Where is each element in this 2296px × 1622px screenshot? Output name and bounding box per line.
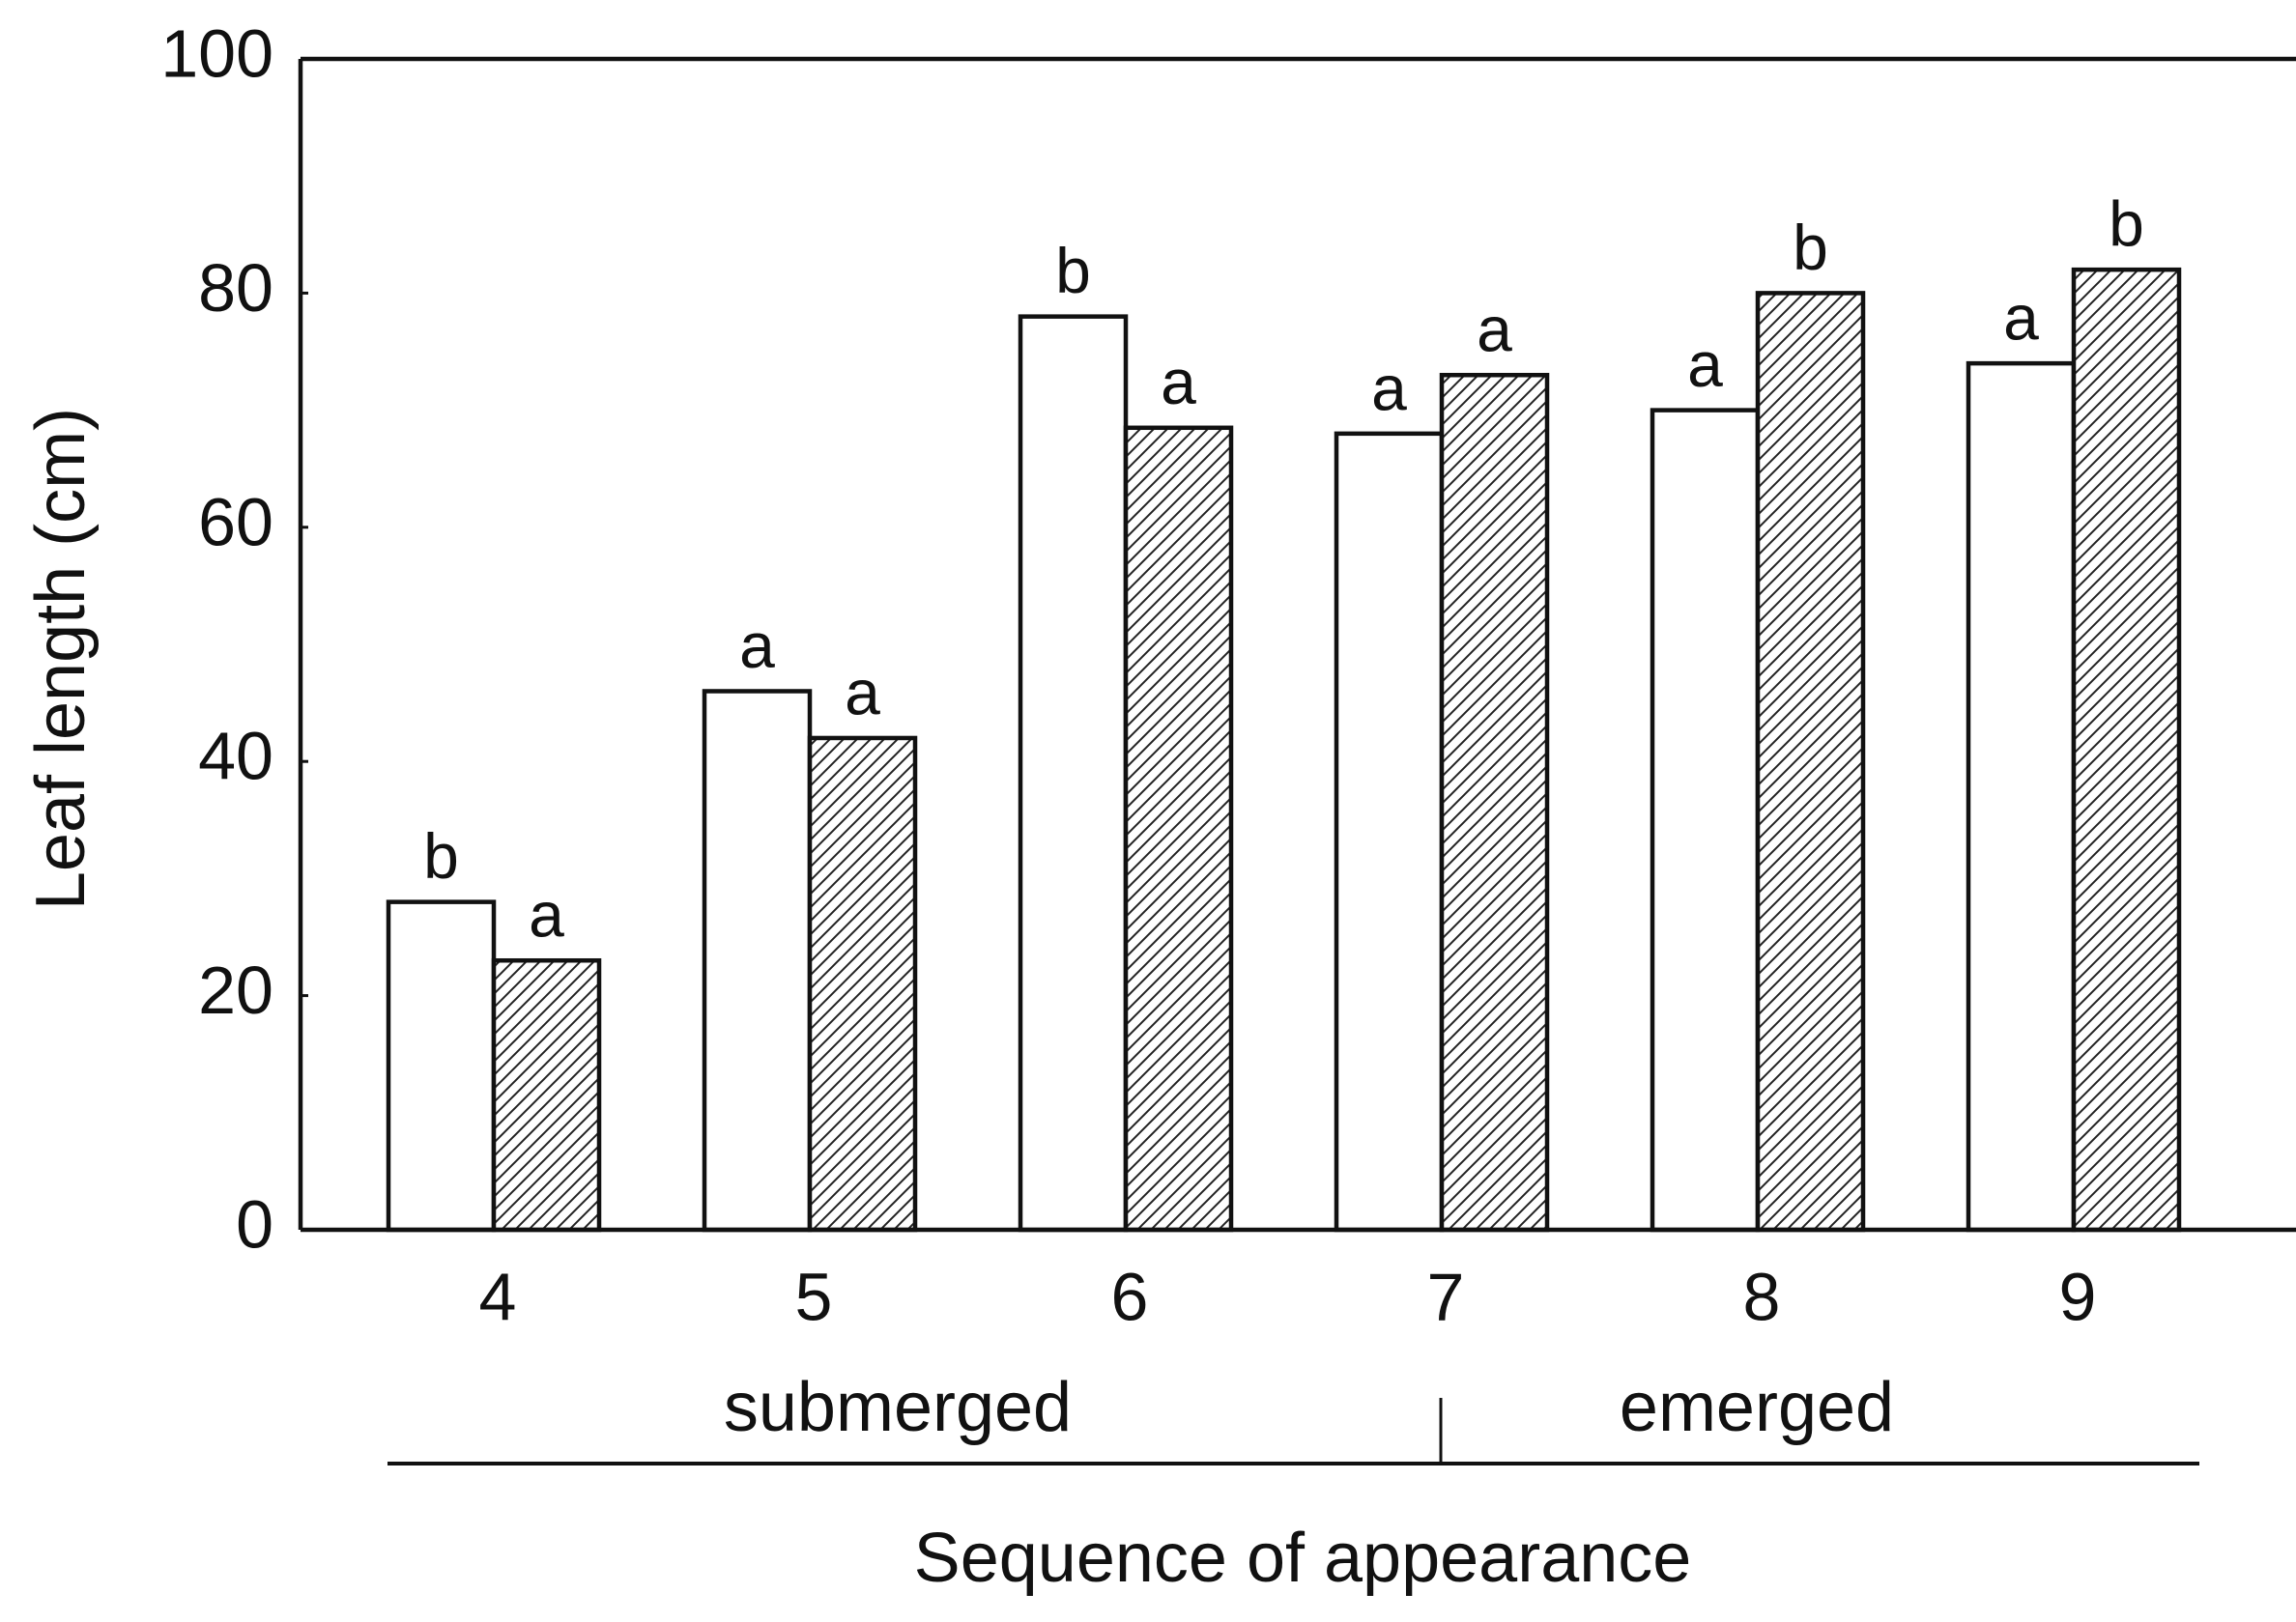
- bar: [702, 689, 813, 1233]
- y-tick-label: 40: [198, 719, 273, 794]
- bar: [386, 899, 497, 1233]
- significance-letter: a: [2003, 282, 2039, 354]
- significance-letter: a: [739, 610, 775, 681]
- bar: [1439, 372, 1550, 1233]
- significance-letter: a: [845, 656, 880, 727]
- bar: [1966, 360, 2077, 1233]
- significance-letter: b: [1055, 235, 1091, 306]
- significance-letter: a: [1687, 328, 1723, 400]
- significance-letter: b: [1793, 212, 1828, 283]
- bar: [2071, 267, 2182, 1233]
- group-label: submerged: [724, 1369, 1072, 1446]
- x-tick-label: 9: [2059, 1259, 2097, 1334]
- y-tick-label: 100: [160, 15, 273, 91]
- bar: [491, 957, 602, 1233]
- significance-letter: a: [1161, 346, 1196, 417]
- significance-letter: b: [423, 820, 459, 892]
- x-tick-label: 8: [1743, 1259, 1781, 1334]
- bar: [807, 735, 918, 1233]
- x-axis-label: Sequence of appearance: [914, 1520, 1692, 1597]
- bar: [1123, 425, 1234, 1233]
- significance-letter: a: [1477, 294, 1512, 365]
- y-axis-label: Leaf length (cm): [22, 408, 100, 910]
- bar: [1334, 431, 1445, 1233]
- y-tick-label: 0: [236, 1186, 273, 1262]
- y-tick-label: 60: [198, 484, 273, 559]
- x-tick-label: 6: [1111, 1259, 1149, 1334]
- x-tick-label: 7: [1427, 1259, 1465, 1334]
- significance-letter: a: [1371, 352, 1407, 423]
- bar: [1650, 408, 1761, 1233]
- group-label: emerged: [1620, 1369, 1894, 1446]
- x-tick-label: 5: [795, 1259, 833, 1334]
- y-tick-label: 80: [198, 250, 273, 326]
- x-tick-label: 4: [479, 1259, 517, 1334]
- significance-letter: a: [529, 879, 564, 951]
- bar: [1755, 291, 1866, 1233]
- bar: [1018, 314, 1129, 1233]
- y-tick-label: 20: [198, 953, 273, 1028]
- significance-letter: b: [2109, 188, 2144, 260]
